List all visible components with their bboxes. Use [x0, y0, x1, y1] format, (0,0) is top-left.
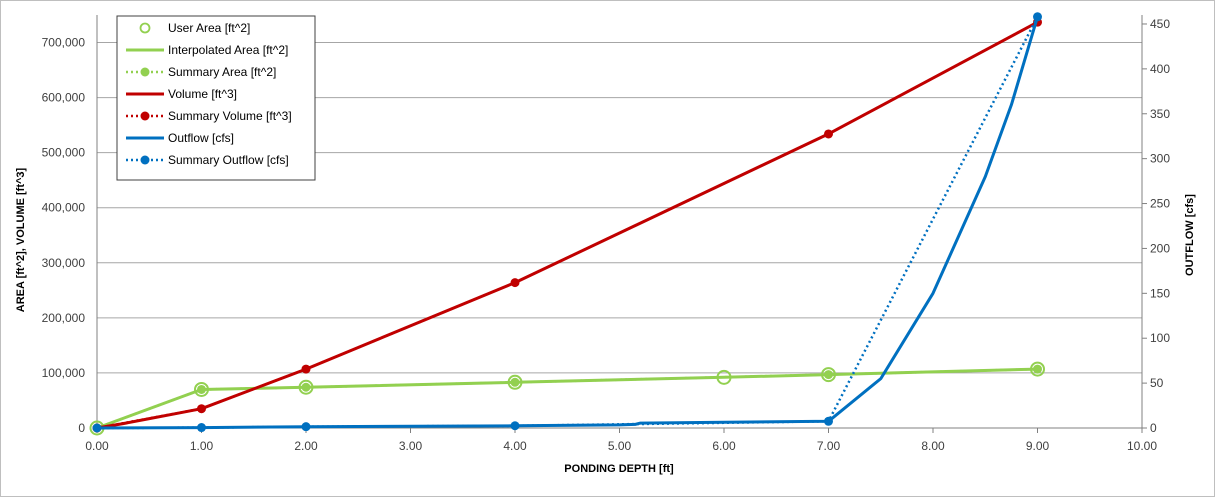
summary-volume-ft-3-point	[510, 278, 520, 288]
summary-outflow-cfs-point	[301, 422, 311, 432]
y-right-tick-label: 200	[1150, 241, 1170, 255]
x-tick-label: 10.00	[1127, 439, 1157, 453]
legend-label-user-area-ft-2: User Area [ft^2]	[168, 21, 250, 35]
y-left-tick-label: 200,000	[42, 311, 86, 325]
summary-outflow-cfs-point	[197, 423, 206, 433]
y-right-tick-label: 100	[1150, 331, 1170, 345]
legend-marker-summary-area-ft-2-dot	[140, 67, 150, 77]
y-right-axis-title: OUTFLOW [cfs]	[1184, 194, 1196, 276]
x-tick-label: 5.00	[608, 439, 632, 453]
legend-label-interpolated-area-ft-2: Interpolated Area [ft^2]	[168, 43, 288, 57]
y-right-tick-label: 250	[1150, 197, 1170, 211]
legend-label-volume-ft-3: Volume [ft^3]	[168, 87, 237, 101]
y-right-tick-label: 450	[1150, 17, 1170, 31]
x-tick-label: 6.00	[712, 439, 736, 453]
y-right-tick-label: 150	[1150, 286, 1170, 300]
legend-marker-user-area-ft-2	[139, 22, 151, 34]
summary-area-ft-2-point	[824, 370, 833, 380]
x-tick-label: 9.00	[1026, 439, 1050, 453]
summary-outflow-cfs-point	[92, 423, 102, 433]
y-left-tick-label: 400,000	[42, 201, 86, 215]
y-right-tick-label: 50	[1150, 376, 1164, 390]
x-tick-label: 2.00	[294, 439, 318, 453]
legend-label-summary-area-ft-2: Summary Area [ft^2]	[168, 65, 276, 79]
legend: User Area [ft^2] Interpolated Area [ft^2]…	[116, 15, 316, 181]
y-left-axis-title: AREA [ft^2], VOLUME [ft^3]	[15, 167, 27, 312]
legend-marker-summary-outflow-cfs-dot	[140, 155, 150, 165]
x-axis-title: PONDING DEPTH [ft]	[564, 463, 674, 475]
summary-area-ft-2-point	[510, 377, 520, 387]
y-right-tick-label: 400	[1150, 62, 1170, 76]
summary-outflow-cfs-point	[510, 421, 520, 431]
y-right-tick-label: 350	[1150, 107, 1170, 121]
interpolated-area-ft-2-line	[96, 367, 1038, 430]
summary-area-ft-2-point	[301, 382, 311, 392]
legend-label-summary-outflow-cfs: Summary Outflow [cfs]	[168, 153, 289, 167]
summary-outflow-cfs-point	[1033, 12, 1042, 22]
y-left-tick-label: 700,000	[42, 36, 86, 50]
summary-area-ft-2-point	[1033, 364, 1042, 374]
summary-area-ft-2-line	[96, 367, 1038, 430]
summary-outflow-cfs-point	[824, 416, 833, 426]
x-tick-label: 4.00	[503, 439, 527, 453]
x-tick-label: 0.00	[85, 439, 109, 453]
y-left-tick-label: 500,000	[42, 146, 86, 160]
y-left-tick-label: 600,000	[42, 91, 86, 105]
x-tick-label: 7.00	[817, 439, 841, 453]
y-left-tick-label: 300,000	[42, 256, 86, 270]
legend-marker-summary-volume-ft-3-dot	[140, 111, 150, 121]
legend-label-outflow-cfs: Outflow [cfs]	[168, 131, 234, 145]
summary-volume-ft-3-line	[96, 21, 1039, 430]
summary-volume-ft-3-point	[197, 404, 206, 414]
x-tick-label: 8.00	[921, 439, 945, 453]
y-right-tick-label: 300	[1150, 152, 1170, 166]
summary-volume-ft-3-point	[301, 364, 311, 374]
axes: PONDING DEPTH [ft] AREA [ft^2], VOLUME […	[15, 15, 1196, 475]
x-tick-label: 3.00	[399, 439, 423, 453]
legend-label-summary-volume-ft-3: Summary Volume [ft^3]	[168, 109, 292, 123]
series	[89, 12, 1045, 436]
y-right-tick-label: 0	[1150, 421, 1157, 435]
x-tick-label: 1.00	[190, 439, 214, 453]
summary-area-ft-2-point	[197, 384, 206, 394]
y-left-tick-label: 0	[78, 421, 85, 435]
summary-volume-ft-3-point	[824, 129, 833, 139]
y-left-tick-label: 100,000	[42, 366, 86, 380]
legend-box	[116, 15, 316, 181]
